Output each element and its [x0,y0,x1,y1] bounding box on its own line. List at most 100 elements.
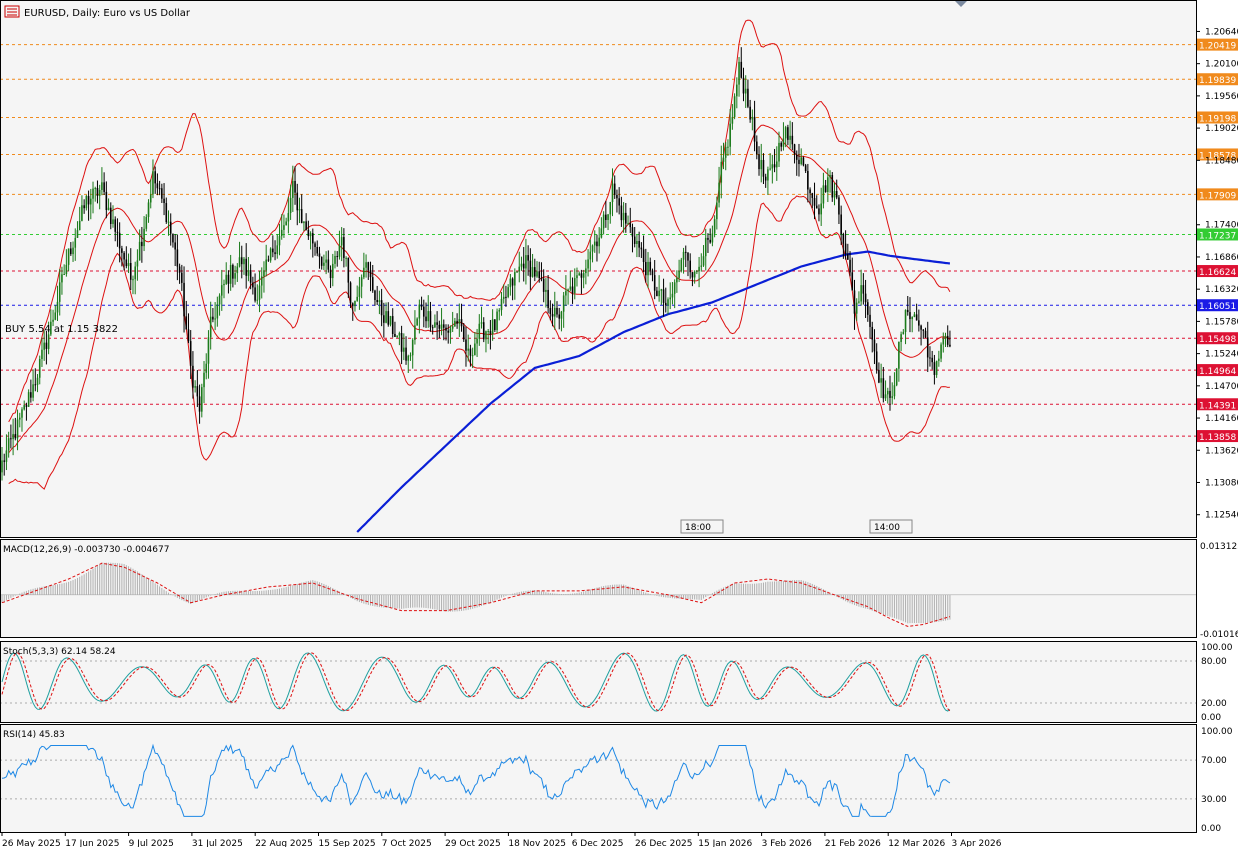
bollinger-lower [8,195,950,490]
candle-body [669,297,672,300]
session-marker-label: 18:00 [685,523,711,533]
candle-body [487,331,489,333]
candle-body [407,355,410,361]
candle-body [467,348,469,351]
candle-body [911,316,913,320]
candle-body [569,286,572,290]
candle-body [873,339,876,352]
candle-body [236,266,239,274]
level-price-tag [1197,148,1238,161]
candle-body [267,259,270,261]
candle-body [414,325,416,341]
candle-body [156,183,159,189]
candle-body [205,363,208,373]
level-price-label: 1.14391 [1199,401,1236,411]
candle-body [647,261,649,276]
candle-body [660,289,663,291]
time-tick-label: 21 Feb 2026 [825,839,881,847]
candle-body [98,189,101,197]
candle-body [223,283,225,286]
candle-body [285,221,287,226]
candle-body [240,257,243,265]
candle-body [256,299,259,301]
candle-body [383,315,385,323]
candle-body [522,263,525,269]
symbol-icon [4,5,20,18]
stoch-tick-label: 20.00 [1201,699,1227,709]
candle-body [880,378,882,383]
candle-body [65,264,68,275]
candle-body [496,311,498,331]
candle-body [771,164,774,169]
candle-body [269,248,272,261]
chart-shift-marker-icon[interactable] [955,1,967,7]
candle-body [47,334,50,349]
macd-indicator [0,562,1196,627]
candle-body [209,316,212,338]
candle-body [733,96,736,118]
candle-body [891,396,894,398]
candle-body [596,241,598,247]
candle-body [860,285,862,302]
candle-body [724,146,727,158]
candle-body [318,253,321,257]
candle-body [682,251,685,260]
price-tick-label: 1.15240 [1205,350,1238,360]
level-price-tag [1197,332,1238,345]
candle-body [125,259,128,267]
candle-body [30,392,32,398]
candle-body [689,260,691,273]
candle-body [189,341,192,366]
candle-body [21,409,23,418]
candle-body [174,242,176,250]
candle-body [551,313,554,317]
candle-body [929,357,931,359]
candle-body [451,326,454,329]
candle-body [334,256,336,264]
candle-body [143,228,145,247]
candle-body [136,260,139,267]
candle-body [207,337,210,364]
candle-body [736,84,738,97]
candle-body [183,282,185,317]
candle-body [611,183,614,203]
candle-body [833,191,836,198]
candle-body [287,213,290,222]
level-price-tag [1197,398,1238,411]
level-price-tag [1197,111,1238,124]
candle-body [320,256,323,266]
candle-body [516,271,518,273]
candle-body [662,289,665,303]
candle-body [829,175,831,178]
candle-body [58,282,61,302]
candle-body [296,192,299,211]
price-axis: 1.20640 1.20100 1.19560 1.19020 1.18480 1.174… [680,27,1238,534]
candle-body [494,319,496,331]
candle-body [327,259,330,270]
candle-body [800,157,802,165]
candle-body [149,194,152,203]
candle-body [234,273,236,279]
candle-body [864,293,867,303]
candle-body [738,61,740,85]
candle-body [85,196,88,209]
candle-body [815,205,818,209]
stoch-signal-line [1,652,951,712]
candle-body [680,259,683,271]
candle-body [491,319,494,335]
candle-body [56,301,59,313]
stochastic-indicator: 100.00 80.00 20.00 0.00 [0,643,1233,723]
position-label[interactable]: BUY 5.54 at 1.15 3822 [5,324,118,335]
candle-body [869,314,871,327]
candle-body [258,285,261,300]
candle-body [529,260,532,277]
candle-body [400,333,403,352]
stoch-tick-label: 80.00 [1201,657,1227,667]
candle-body [87,196,90,205]
candle-body [154,171,156,184]
candle-body [616,194,618,199]
price-tick-label: 1.19560 [1205,92,1238,102]
candle-body [764,176,767,181]
candle-body [34,384,37,386]
